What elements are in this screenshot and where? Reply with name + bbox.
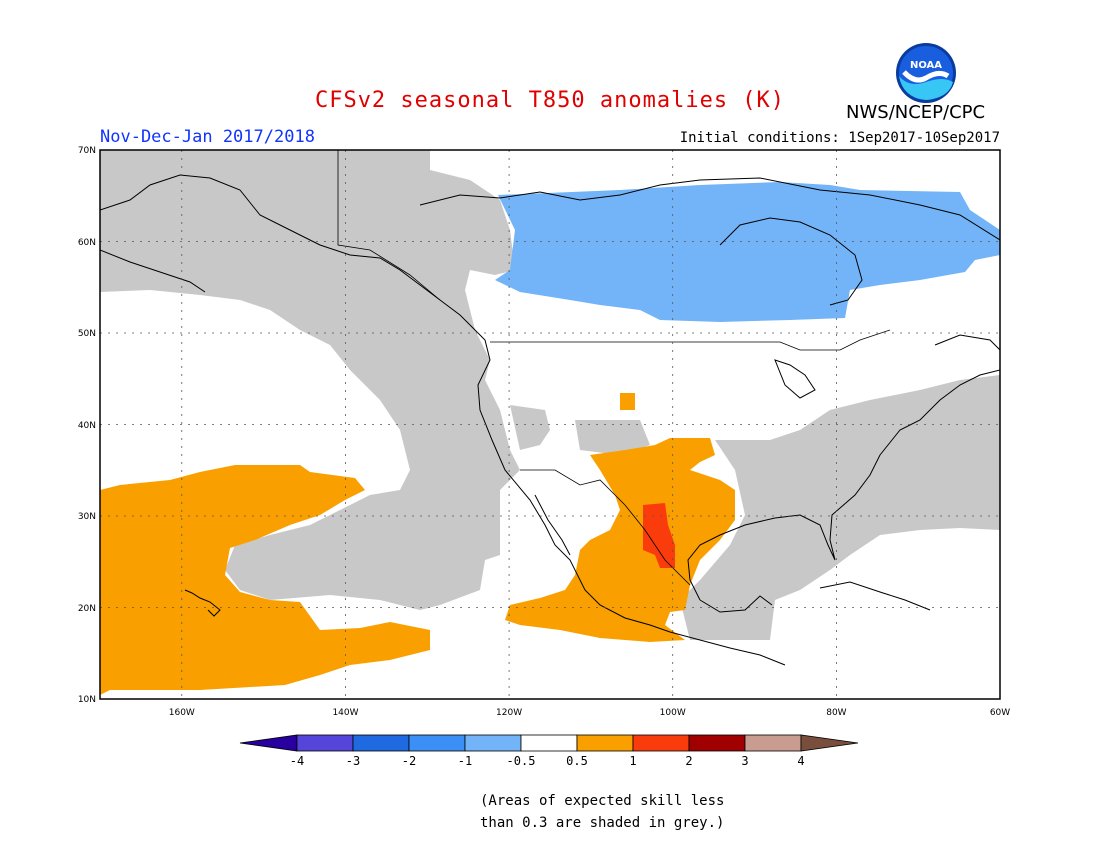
border-us-canada — [490, 329, 891, 351]
coast-hawaii — [184, 589, 221, 617]
colorbar-label: 1 — [629, 754, 636, 768]
colorbar-swatch — [464, 734, 522, 752]
lon-label: 160W — [169, 708, 195, 718]
lat-label: 50N — [78, 329, 96, 339]
lat-axis: 10N 20N 30N 40N 50N 60N 70N — [78, 146, 96, 705]
coast-baja — [534, 494, 571, 556]
coast-alaska — [100, 174, 471, 326]
lat-label: 20N — [78, 604, 96, 614]
colorbar-label: -3 — [346, 754, 360, 768]
colorbar-swatch — [576, 734, 634, 752]
lon-label: 60W — [990, 708, 1010, 718]
colorbar-label: 2 — [685, 754, 692, 768]
colorbar-label: -4 — [290, 754, 304, 768]
colorbar-swatch — [632, 734, 690, 752]
colorbar-swatch — [408, 734, 466, 752]
lat-label: 10N — [78, 695, 96, 705]
noaa-logo-icon: NOAA — [896, 43, 956, 103]
chart-title: CFSv2 seasonal T850 anomalies (K) — [314, 88, 786, 113]
logo-text: NOAA — [910, 60, 942, 71]
coast-gulf — [687, 369, 1000, 601]
lon-axis: 160W 140W 120W 100W 80W 60W — [169, 708, 1011, 718]
lat-label: 40N — [78, 421, 96, 431]
colorbar-swatch — [744, 734, 802, 752]
lat-label: 60N — [78, 238, 96, 248]
colorbar-label: 0.5 — [566, 754, 588, 768]
coast-arctic — [419, 177, 1000, 241]
agency-label: NWS/NCEP/CPC — [846, 102, 986, 123]
coast-great-lakes — [774, 359, 816, 399]
coast-yucatan — [699, 595, 773, 613]
political-borders — [337, 150, 891, 586]
colorbar-arrow-low — [239, 734, 298, 752]
lon-label: 140W — [332, 708, 358, 718]
colorbar-label: -0.5 — [507, 754, 536, 768]
coast-aleutians — [100, 249, 206, 293]
colorbar-swatch — [520, 734, 578, 752]
lon-label: 120W — [496, 708, 522, 718]
gridlines — [100, 150, 1000, 699]
lat-label: 30N — [78, 512, 96, 522]
warm-anomaly-mexico-texas — [505, 438, 735, 642]
colorbar-swatch — [688, 734, 746, 752]
colorbar-arrow-high — [800, 734, 859, 752]
map-frame — [99, 149, 1001, 700]
skill-mask-rockies — [575, 420, 650, 455]
strong-warm-anomaly-texas — [643, 503, 675, 568]
coastlines — [100, 174, 1000, 666]
initial-conditions-label: Initial conditions: 1Sep2017-10Sep2017 — [679, 130, 1000, 146]
border-us-mexico — [520, 469, 691, 586]
season-label: Nov-Dec-Jan 2017/2018 — [100, 127, 315, 147]
border-alaska-canada — [337, 150, 441, 301]
colorbar-label: 3 — [741, 754, 748, 768]
skill-mask-west-us — [510, 405, 550, 450]
colorbar-swatch — [352, 734, 410, 752]
skill-footnote: (Areas of expected skill less than 0.3 a… — [480, 790, 724, 834]
cool-anomaly-canada — [495, 182, 1000, 322]
warm-anomaly-wyoming — [620, 393, 635, 410]
lat-label: 70N — [78, 146, 96, 156]
colorbar-label: -1 — [458, 754, 472, 768]
lon-label: 80W — [826, 708, 846, 718]
footnote-line-1: (Areas of expected skill less — [480, 793, 725, 809]
colorbar-swatch — [296, 734, 354, 752]
coast-west-na — [469, 324, 786, 666]
colorbar: -4 -3 -2 -1 -0.5 0.5 1 2 3 4 — [239, 734, 859, 768]
colorbar-label: 4 — [797, 754, 804, 768]
colorbar-label: -2 — [402, 754, 416, 768]
skill-mask-alaska-pacific — [100, 150, 520, 610]
lon-label: 100W — [660, 708, 686, 718]
warm-anomaly-pacific — [100, 465, 430, 695]
coast-newfoundland — [934, 334, 1000, 351]
coast-cuba — [819, 581, 931, 611]
footnote-line-2: than 0.3 are shaded in grey.) — [480, 815, 725, 831]
coast-hudson-bay — [719, 217, 863, 306]
